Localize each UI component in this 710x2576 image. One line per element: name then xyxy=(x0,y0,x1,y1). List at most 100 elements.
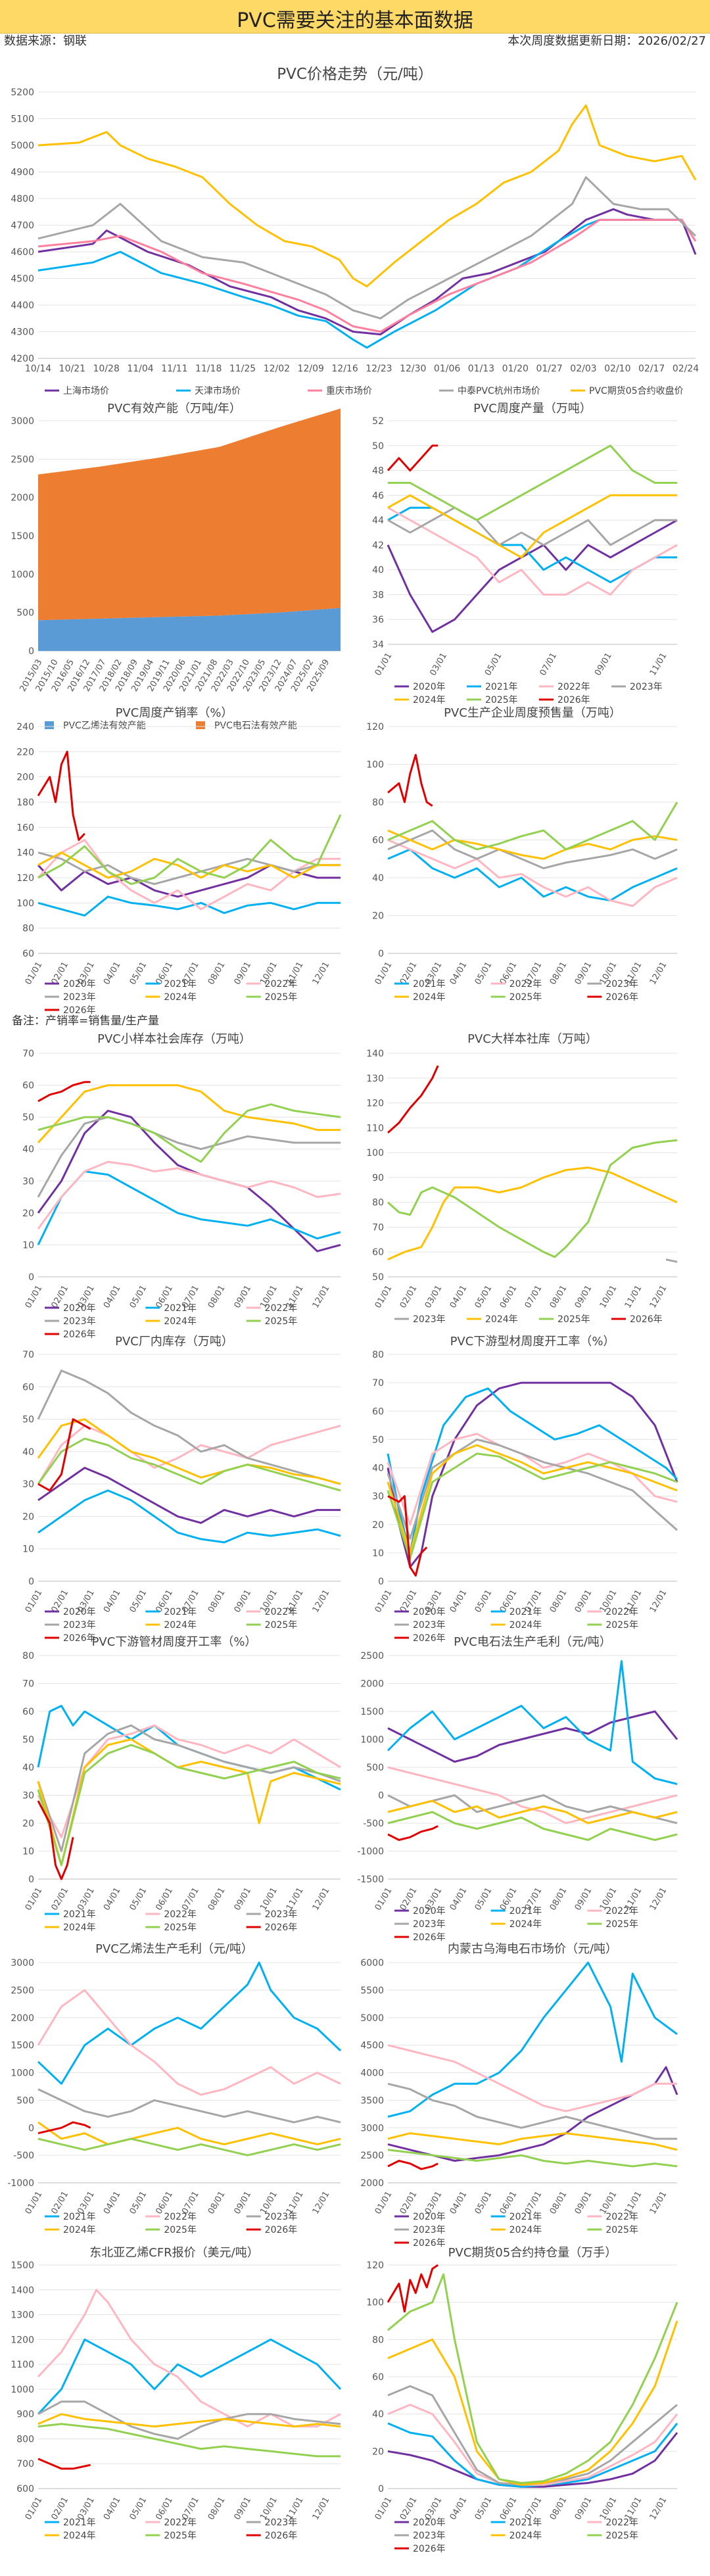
y-tick-label: 500 xyxy=(16,608,34,619)
y-tick-label: 140 xyxy=(366,1049,384,1059)
y-tick-label: 0 xyxy=(28,1272,34,1283)
legend-label: 2020年 xyxy=(413,682,446,692)
y-tick-label: 60 xyxy=(372,836,384,846)
y-tick-label: 20 xyxy=(372,1520,384,1531)
y-tick-label: 46 xyxy=(372,490,384,501)
series-line-2021年 xyxy=(37,1961,342,2085)
legend-swatch xyxy=(196,721,205,729)
x-tick-label: 09/01 xyxy=(573,1284,594,1310)
legend-label: 2026年 xyxy=(265,2225,298,2235)
chart-title: PVC乙烯法生产毛利（元/吨） xyxy=(95,1942,253,1956)
series-line-2020年 xyxy=(387,1381,678,1568)
series-line-2026年 xyxy=(387,1065,439,1134)
x-tick-label: 01/01 xyxy=(24,1588,45,1615)
y-tick-label: 100 xyxy=(366,760,384,771)
x-tick-label: 04/01 xyxy=(102,2190,123,2216)
x-tick-label: 01/13 xyxy=(468,364,494,374)
x-tick-label: 05/01 xyxy=(473,1284,494,1310)
x-tick-label: 08/01 xyxy=(206,1588,227,1615)
y-tick-label: 120 xyxy=(366,2260,384,2271)
y-tick-label: 1300 xyxy=(11,2310,34,2321)
series-line-2023年 xyxy=(387,1438,678,1540)
x-tick-label: 04/01 xyxy=(448,961,469,987)
series-line-2022年 xyxy=(387,506,678,596)
y-tick-label: 40 xyxy=(22,1447,34,1458)
y-tick-label: 1000 xyxy=(11,569,34,580)
series-line-2024年 xyxy=(387,1166,678,1260)
x-tick-label: 04/01 xyxy=(102,1588,123,1615)
y-tick-label: 40 xyxy=(372,2410,384,2420)
y-tick-label: 160 xyxy=(16,823,34,833)
y-tick-label: 50 xyxy=(372,1435,384,1445)
legend-label: 2024年 xyxy=(63,1922,96,1933)
series-line-2021年 xyxy=(387,1387,678,1554)
series-line-2024年 xyxy=(37,851,341,879)
x-tick-label: 09/01 xyxy=(573,1886,594,1913)
x-tick-label: 05/01 xyxy=(483,652,504,678)
y-tick-label: 80 xyxy=(22,1651,34,1661)
legend-label: 2025年 xyxy=(509,992,542,1003)
y-tick-label: 4500 xyxy=(360,2041,384,2051)
series-line-2024年 xyxy=(387,1800,678,1825)
series-line-2021年 xyxy=(37,895,341,917)
y-tick-label: 10 xyxy=(22,1544,34,1555)
y-tick-label: 800 xyxy=(16,2434,34,2445)
legend-label: 2022年 xyxy=(605,1906,638,1917)
y-tick-label: 1000 xyxy=(360,1735,384,1746)
y-tick-label: 34 xyxy=(372,640,384,650)
y-tick-label: 36 xyxy=(372,615,384,625)
y-tick-label: 30 xyxy=(22,1479,34,1490)
legend-label: 2024年 xyxy=(485,1314,518,1325)
y-tick-label: 4400 xyxy=(11,300,34,311)
series-line-2025年 xyxy=(37,1437,341,1492)
legend-label: 2025年 xyxy=(557,1314,590,1325)
chart-title: 内蒙古乌海电石市场价（元/吨） xyxy=(448,1942,617,1956)
legend-label: 2026年 xyxy=(63,1329,96,1340)
x-tick-label: 03/01 xyxy=(423,1284,444,1310)
legend-label: 中泰PVC杭州市场价 xyxy=(458,385,540,396)
y-tick-label: 500 xyxy=(366,1763,384,1773)
legend-label: 2026年 xyxy=(413,1633,446,1644)
y-tick-label: 60 xyxy=(22,1707,34,1717)
chart-price: PVC价格走势（元/吨） 4200 4300 4400 4500 4600 4700 4800… xyxy=(11,66,699,396)
y-tick-label: 60 xyxy=(372,1406,384,1417)
y-tick-label: 600 xyxy=(16,2484,34,2494)
x-tick-label: 11/01 xyxy=(285,1886,306,1913)
y-tick-label: 0 xyxy=(378,949,384,959)
x-tick-label: 09/01 xyxy=(233,1284,254,1310)
x-tick-label: 01/01 xyxy=(373,2190,394,2216)
x-tick-label: 10/21 xyxy=(59,364,85,374)
legend-label: 2021年 xyxy=(509,1607,542,1617)
y-tick-label: 50 xyxy=(22,1735,34,1746)
legend-label: 2022年 xyxy=(265,979,298,990)
x-tick-label: 04/01 xyxy=(448,2190,469,2216)
x-tick-label: 12/01 xyxy=(311,1886,332,1913)
x-tick-label: 04/01 xyxy=(448,2496,469,2522)
legend-label: 2026年 xyxy=(413,2238,446,2249)
area-ethylene xyxy=(38,608,341,651)
legend-label: 重庆市场价 xyxy=(326,385,372,396)
x-tick-label: 04/01 xyxy=(102,961,123,987)
x-tick-label: 01/27 xyxy=(536,364,562,374)
legend-label: 2023年 xyxy=(413,1620,446,1631)
y-tick-label: -1500 xyxy=(357,1874,384,1885)
chart-capacity: PVC有效产能（万吨/年）050010001500200025003000201… xyxy=(11,402,341,731)
chart-title: PVC价格走势（元/吨） xyxy=(277,66,433,83)
legend-label: 2026年 xyxy=(413,2544,446,2554)
y-tick-label: 3500 xyxy=(360,2095,384,2106)
x-tick-label: 09/01 xyxy=(233,961,254,987)
series-line-2023年 xyxy=(387,2082,677,2140)
x-tick-label: 12/01 xyxy=(311,1588,332,1615)
x-tick-label: 05/01 xyxy=(128,1886,149,1913)
y-tick-label: 5200 xyxy=(11,87,34,98)
series-line-2026年 xyxy=(387,2160,438,2170)
legend-label: 2026年 xyxy=(265,2531,298,2541)
y-tick-label: 0 xyxy=(28,2123,34,2134)
x-tick-label: 10/01 xyxy=(258,1886,279,1913)
legend-label: 2024年 xyxy=(164,1316,197,1327)
chart-title: PVC周度产销率（%） xyxy=(116,706,233,720)
y-tick-label: 100 xyxy=(16,898,34,909)
legend-label: 2025年 xyxy=(164,2531,197,2541)
chart-cfr_price: 东北亚乙烯CFR报价（美元/吨） 600 700 800 900 1000 1100 1200… xyxy=(11,2246,342,2541)
